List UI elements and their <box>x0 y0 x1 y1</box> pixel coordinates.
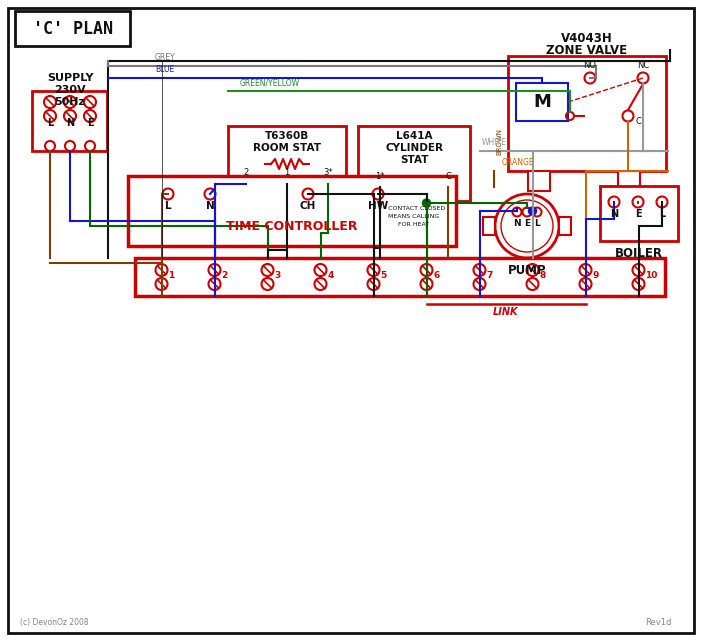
Text: NC: NC <box>637 60 649 69</box>
Text: 9: 9 <box>592 271 599 279</box>
Text: 2: 2 <box>222 271 227 279</box>
Text: 6: 6 <box>434 271 439 279</box>
Text: CYLINDER: CYLINDER <box>385 143 443 153</box>
Text: T6360B: T6360B <box>265 131 309 141</box>
Text: PUMP: PUMP <box>508 263 546 276</box>
Text: 1: 1 <box>168 271 175 279</box>
Text: 10: 10 <box>646 271 658 279</box>
Text: SUPPLY: SUPPLY <box>47 73 93 83</box>
Text: GREEN/YELLOW: GREEN/YELLOW <box>240 78 300 87</box>
Text: E: E <box>635 209 642 219</box>
Text: Rev1d: Rev1d <box>645 618 671 627</box>
Text: 5: 5 <box>380 271 387 279</box>
Text: LINK: LINK <box>494 307 519 317</box>
Text: N: N <box>206 201 214 211</box>
FancyBboxPatch shape <box>516 83 568 121</box>
Circle shape <box>529 207 536 215</box>
Text: 50Hz: 50Hz <box>55 97 86 107</box>
FancyBboxPatch shape <box>8 8 694 633</box>
Text: C: C <box>445 172 451 181</box>
Text: E: E <box>86 118 93 128</box>
Text: BOILER: BOILER <box>615 247 663 260</box>
Text: L: L <box>534 219 540 228</box>
Text: 1: 1 <box>284 167 290 176</box>
Text: L: L <box>165 201 171 211</box>
Circle shape <box>423 199 430 207</box>
Text: 4: 4 <box>328 271 334 279</box>
Text: 8: 8 <box>540 271 545 279</box>
Text: N: N <box>610 209 618 219</box>
Text: CH: CH <box>300 201 316 211</box>
Text: 230V: 230V <box>54 85 86 95</box>
FancyBboxPatch shape <box>228 126 346 196</box>
Text: 'C' PLAN: 'C' PLAN <box>32 19 112 38</box>
Text: * CONTACT CLOSED: * CONTACT CLOSED <box>383 206 445 211</box>
Text: N: N <box>513 219 521 228</box>
FancyBboxPatch shape <box>483 217 495 235</box>
FancyBboxPatch shape <box>508 56 666 171</box>
FancyBboxPatch shape <box>559 217 571 235</box>
FancyBboxPatch shape <box>15 11 130 46</box>
Text: M: M <box>533 93 551 111</box>
FancyBboxPatch shape <box>528 171 550 191</box>
Text: STAT: STAT <box>399 155 428 165</box>
Text: GREY: GREY <box>155 53 176 62</box>
Text: 3: 3 <box>274 271 281 279</box>
FancyBboxPatch shape <box>358 126 470 201</box>
Text: ORANGE: ORANGE <box>502 158 535 167</box>
Text: E: E <box>524 219 530 228</box>
FancyBboxPatch shape <box>128 176 456 246</box>
Text: L641A: L641A <box>396 131 432 141</box>
Text: BLUE: BLUE <box>155 65 174 74</box>
Text: V4043H: V4043H <box>561 31 613 44</box>
Text: ZONE VALVE: ZONE VALVE <box>546 44 628 56</box>
FancyBboxPatch shape <box>32 91 107 151</box>
Text: C: C <box>635 117 641 126</box>
Text: 2: 2 <box>244 167 249 176</box>
Text: MEANS CALLING: MEANS CALLING <box>388 214 439 219</box>
Text: HW: HW <box>368 201 388 211</box>
Text: TIME CONTROLLER: TIME CONTROLLER <box>226 219 358 233</box>
FancyBboxPatch shape <box>135 258 665 296</box>
Text: FOR HEAT: FOR HEAT <box>399 222 430 227</box>
Text: 1*: 1* <box>376 172 385 181</box>
Text: 7: 7 <box>486 271 493 279</box>
Text: 3*: 3* <box>323 167 333 176</box>
Text: NO: NO <box>583 60 597 69</box>
FancyBboxPatch shape <box>600 186 678 241</box>
Text: L: L <box>659 209 665 219</box>
Text: WHITE: WHITE <box>482 138 507 147</box>
Text: ROOM STAT: ROOM STAT <box>253 143 321 153</box>
Text: (c) DevonOz 2008: (c) DevonOz 2008 <box>20 618 88 627</box>
Text: BROWN: BROWN <box>496 128 502 154</box>
FancyBboxPatch shape <box>618 171 640 191</box>
Text: L: L <box>47 118 53 128</box>
Text: N: N <box>66 118 74 128</box>
